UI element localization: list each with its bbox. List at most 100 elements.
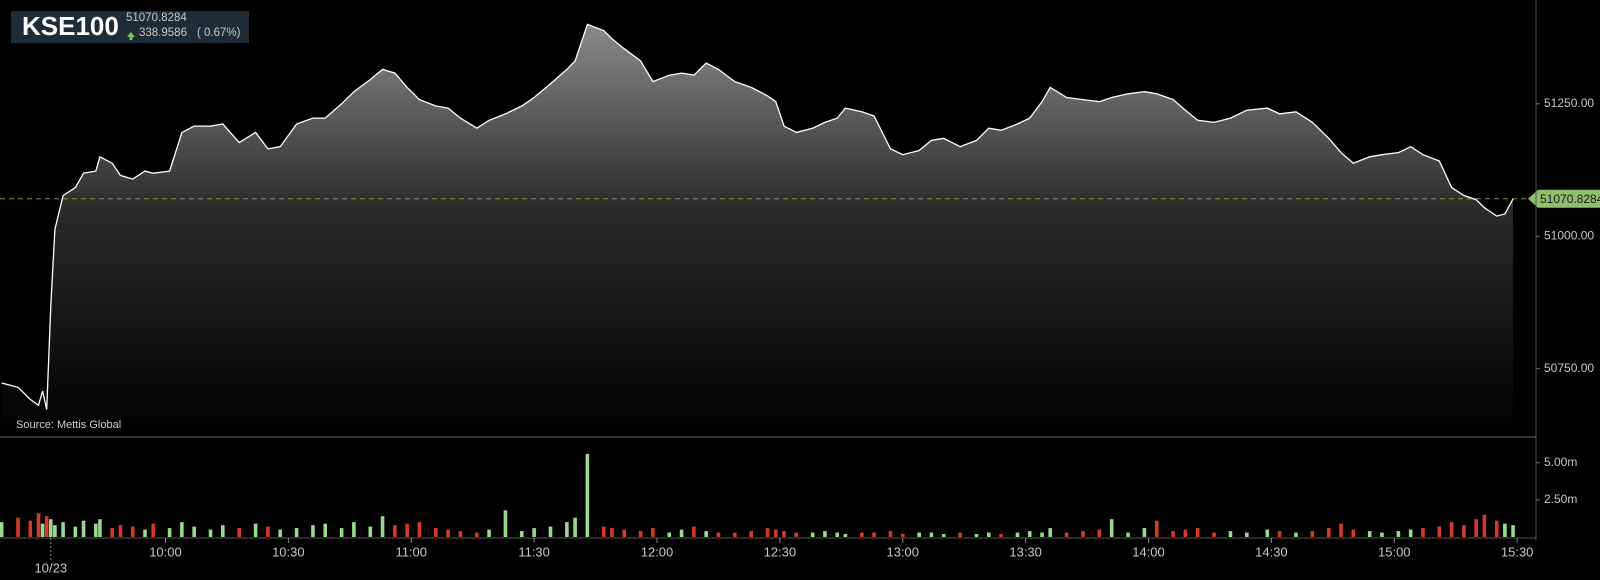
volume-bar xyxy=(1482,514,1487,537)
volume-bar xyxy=(917,532,921,537)
last-price-tag xyxy=(1528,189,1600,208)
volume-bar xyxy=(180,522,184,537)
volume-bar xyxy=(1109,519,1114,537)
x-tick-label: 12:00 xyxy=(641,544,674,559)
volume-bar xyxy=(999,534,1003,537)
volume-bar xyxy=(692,526,696,537)
volume-bar xyxy=(532,528,536,537)
volume-bar xyxy=(266,526,270,537)
volume-bar xyxy=(823,531,827,537)
volume-bar xyxy=(1048,528,1053,537)
volume-bar xyxy=(458,531,463,537)
index-value: 51070.8284 xyxy=(126,12,187,24)
volume-bar xyxy=(98,519,102,537)
volume-bar xyxy=(986,532,991,537)
volume-bar xyxy=(221,525,225,537)
volume-bar xyxy=(1339,523,1343,537)
volume-bar xyxy=(1040,532,1044,537)
x-tick-label: 10:00 xyxy=(149,544,182,559)
volume-bar xyxy=(1097,529,1102,537)
volume-bar xyxy=(548,526,553,537)
y-tick-label: 51250.00 xyxy=(1544,96,1594,110)
volume-bar xyxy=(36,513,41,537)
volume-bar xyxy=(44,516,49,537)
area-fill xyxy=(1,24,1514,437)
y-tick-label: 2.50m xyxy=(1544,492,1577,506)
volume-bar xyxy=(118,525,123,537)
volume-bar xyxy=(352,522,356,537)
volume-bar xyxy=(1326,528,1331,537)
x-tick-label: 14:00 xyxy=(1132,544,1165,559)
volume-bar xyxy=(1081,531,1085,537)
volume-bar xyxy=(1027,531,1032,537)
volume-bar xyxy=(339,528,344,537)
volume-bar xyxy=(1351,529,1356,537)
x-tick-label: 11:00 xyxy=(395,544,427,559)
volume-bar xyxy=(1154,520,1159,537)
volume-bar xyxy=(1449,522,1454,537)
volume-bar xyxy=(0,522,4,537)
x-tick-label: 13:00 xyxy=(886,544,919,559)
volume-bar xyxy=(733,532,737,537)
source-note: Source: Mettis Global xyxy=(16,419,121,431)
volume-bar xyxy=(585,453,590,537)
volume-bar xyxy=(1367,531,1372,537)
volume-bar xyxy=(900,534,905,537)
volume-bar xyxy=(94,523,98,537)
volume-bar xyxy=(311,525,315,537)
volume-bar xyxy=(1396,531,1401,537)
volume-bar xyxy=(835,532,840,537)
volume-bar xyxy=(1142,528,1147,537)
price-line xyxy=(1,23,1514,410)
index-title: KSE100 xyxy=(22,11,119,41)
volume-bar xyxy=(192,526,196,537)
volume-bar xyxy=(1380,532,1384,537)
volume-bar xyxy=(1015,532,1020,537)
volume-bar xyxy=(81,520,86,537)
last-price-label: 51070.8284 xyxy=(1540,192,1600,206)
y-tick-label: 5.00m xyxy=(1544,455,1577,469)
volume-bar xyxy=(503,510,508,537)
volume-bar xyxy=(1408,529,1413,537)
index-change: 338.9586 xyxy=(139,27,187,39)
volume-bar xyxy=(704,531,708,537)
volume-bar xyxy=(143,529,147,537)
volume-bar xyxy=(130,526,135,537)
volume-bar xyxy=(53,525,57,537)
volume-bar xyxy=(474,532,479,537)
volume-bar xyxy=(638,531,643,537)
volume-bar xyxy=(1437,526,1442,537)
volume-bar xyxy=(1421,528,1425,537)
volume-bar xyxy=(679,529,684,537)
x-tick-label: 15:30 xyxy=(1501,544,1534,559)
volume-bar xyxy=(843,534,848,537)
x-tick-label: 11:30 xyxy=(518,544,550,559)
x-tick-label: 10/23 xyxy=(35,560,68,575)
volume-bar xyxy=(888,531,893,537)
volume-bar xyxy=(1195,528,1200,537)
volume-bar xyxy=(1228,531,1233,537)
volume-bar xyxy=(253,523,258,537)
chart-layer: 51070.8284 xyxy=(0,23,1600,537)
volume-bar xyxy=(61,522,65,537)
x-tick-label: 15:00 xyxy=(1378,544,1411,559)
volume-bar xyxy=(810,532,815,537)
volume-bar xyxy=(794,532,799,537)
volume-bar xyxy=(110,528,115,537)
volume-bar xyxy=(446,529,450,537)
volume-bar xyxy=(16,517,20,537)
volume-bar xyxy=(651,528,655,537)
x-tick-label: 12:30 xyxy=(764,544,797,559)
index-change-pct: ( 0.67%) xyxy=(197,27,241,39)
volume-bar xyxy=(765,528,770,537)
volume-bar xyxy=(1494,520,1499,537)
volume-bar xyxy=(1277,531,1282,537)
volume-bar xyxy=(601,526,606,537)
volume-bar xyxy=(1503,523,1507,537)
volume-bar xyxy=(417,522,422,537)
volume-bar xyxy=(1310,531,1315,537)
x-tick-label: 14:30 xyxy=(1255,544,1288,559)
up-arrow xyxy=(127,32,135,40)
volume-bar xyxy=(208,529,213,537)
